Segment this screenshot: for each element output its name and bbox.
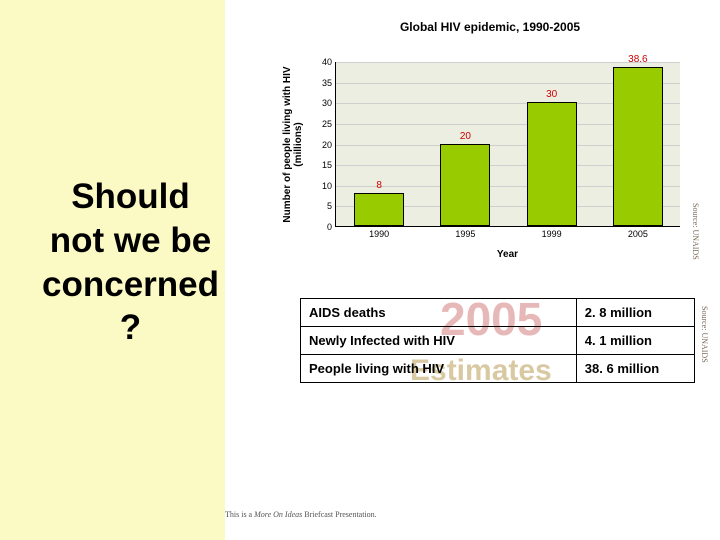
chart-ytick: 15	[322, 160, 336, 170]
footer-suffix: Briefcast Presentation.	[304, 510, 376, 519]
stat-label: Newly Infected with HIV	[301, 327, 577, 355]
chart-ytick: 5	[327, 201, 336, 211]
question-text: Should not we be concerned ?	[18, 175, 243, 350]
footer-credit: This is a More On Ideas Briefcast Presen…	[225, 510, 377, 519]
chart-title: Global HIV epidemic, 1990-2005	[270, 20, 710, 34]
stat-value: 38. 6 million	[576, 355, 694, 383]
question-line-1: Should	[71, 177, 190, 216]
chart-xtick: 1990	[369, 226, 389, 239]
table-row: Newly Infected with HIV 4. 1 million	[301, 327, 695, 355]
chart-bar-value: 8	[376, 180, 382, 191]
stats-table-wrap: 2005 Estimates AIDS deaths 2. 8 million …	[300, 298, 695, 383]
footer-prefix: This is a	[225, 510, 254, 519]
question-line-3: concerned	[42, 265, 219, 304]
chart-bar	[440, 144, 490, 227]
table-row: AIDS deaths 2. 8 million	[301, 299, 695, 327]
stat-value: 2. 8 million	[576, 299, 694, 327]
stat-value: 4. 1 million	[576, 327, 694, 355]
chart-xtick: 2005	[628, 226, 648, 239]
chart-panel: Global HIV epidemic, 1990-2005 Number of…	[270, 20, 710, 265]
chart-xtick: 1995	[455, 226, 475, 239]
chart-xtick: 1999	[542, 226, 562, 239]
chart-ytick: 30	[322, 98, 336, 108]
question-line-4: ?	[120, 308, 141, 347]
footer-brand: More On Ideas	[254, 510, 302, 519]
chart-ytick: 25	[322, 119, 336, 129]
chart-ytick: 35	[322, 78, 336, 88]
chart-bar-value: 38.6	[628, 54, 647, 65]
table-source-label: Source: UNAIDS	[700, 306, 709, 363]
chart-ytick: 20	[322, 140, 336, 150]
slide: Should not we be concerned ? Global HIV …	[0, 0, 720, 540]
chart-x-axis-label: Year	[335, 249, 680, 260]
chart-ytick: 10	[322, 181, 336, 191]
chart-plot-area: 05101520253035408199020199530199938.6200…	[335, 62, 680, 227]
chart-source-label: Source: UNAIDS	[691, 203, 700, 260]
question-line-2: not we be	[50, 221, 211, 260]
chart-bar	[527, 102, 577, 226]
stat-label: AIDS deaths	[301, 299, 577, 327]
chart-bar-value: 30	[546, 89, 557, 100]
chart-ytick: 0	[327, 222, 336, 232]
stats-table: AIDS deaths 2. 8 million Newly Infected …	[300, 298, 695, 383]
table-row: People living with HIV 38. 6 million	[301, 355, 695, 383]
chart-ytick: 40	[322, 57, 336, 67]
chart-bar	[354, 193, 404, 226]
chart-y-axis-label: Number of people living with HIV (millio…	[282, 62, 304, 227]
chart-bar	[613, 67, 663, 226]
stat-label: People living with HIV	[301, 355, 577, 383]
chart-bar-value: 20	[460, 131, 471, 142]
